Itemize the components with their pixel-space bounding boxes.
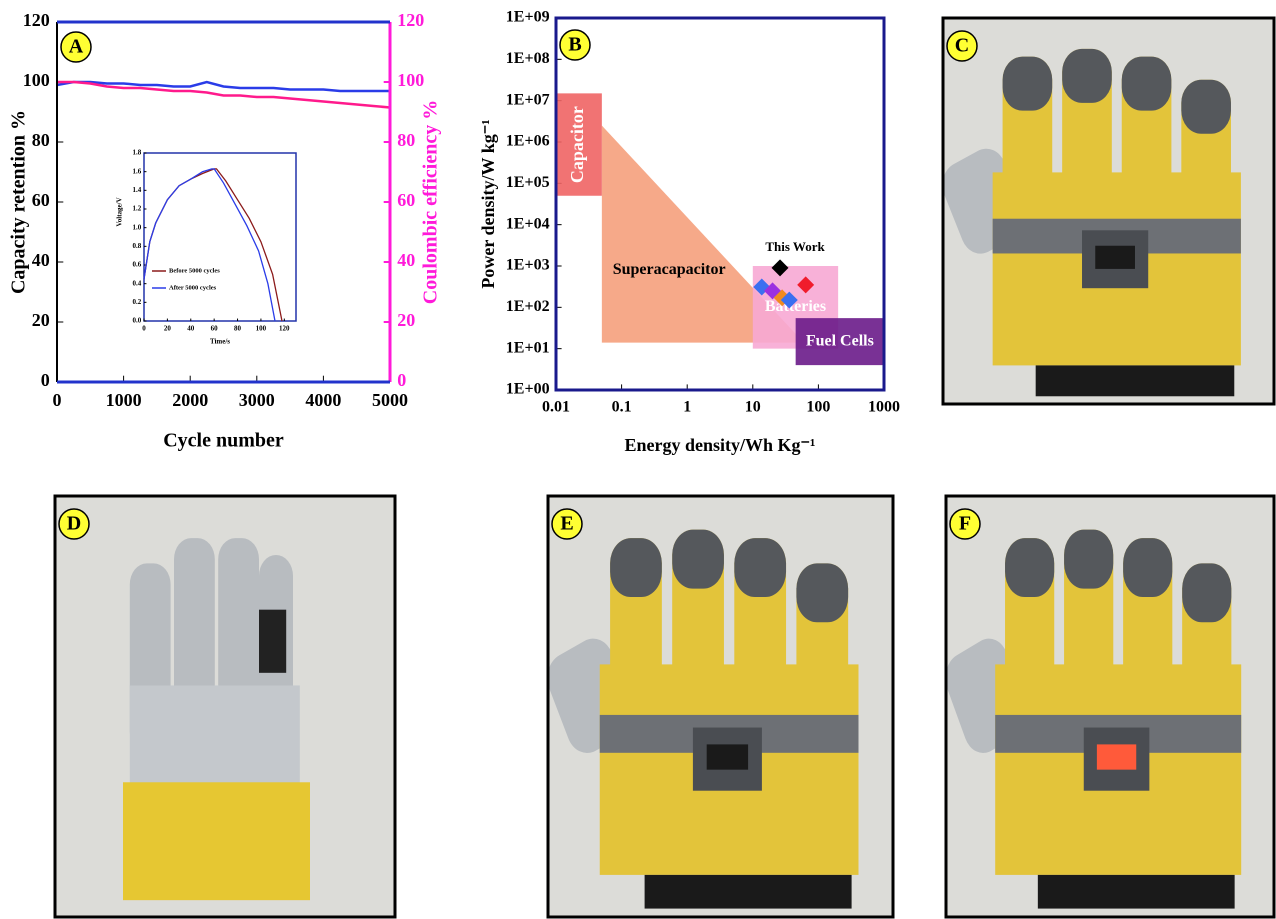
fingertip	[796, 563, 848, 622]
x-tick-label: 10	[745, 398, 761, 415]
y-tick-label: 0.8	[132, 242, 141, 250]
y-tick-label: 40	[32, 250, 50, 270]
y-tick-label: 1.0	[132, 223, 141, 231]
annotation: This Work	[765, 239, 825, 254]
y2-tick-label: 20	[397, 310, 415, 330]
x-tick-label: 20	[164, 324, 172, 332]
y-tick-label: 1.2	[132, 205, 141, 213]
y2-tick-label: 0	[397, 370, 406, 390]
y-tick-label: 0	[41, 370, 50, 390]
y-tick-label: 1E+09	[506, 9, 550, 26]
y-axis-label: Power density/W kg⁻¹	[478, 119, 498, 288]
cuff	[123, 782, 310, 900]
y-tick-label: 1E+08	[506, 50, 550, 67]
x-tick-label: 1000	[868, 398, 900, 415]
cuff	[645, 875, 852, 909]
x-tick-label: 4000	[305, 390, 341, 410]
photo	[936, 18, 1274, 404]
x-axis-label: Energy density/Wh Kg⁻¹	[625, 435, 816, 455]
fingertip	[1062, 49, 1112, 103]
fingertip	[1182, 563, 1231, 622]
photo	[55, 496, 395, 917]
x-tick-label: 3000	[239, 390, 275, 410]
y-axis-label: Capacity retention %	[8, 110, 30, 294]
fingertip	[1064, 530, 1113, 589]
y2-tick-label: 40	[397, 250, 415, 270]
photo	[939, 496, 1274, 917]
cuff	[1036, 365, 1235, 396]
legend-label: After 5000 cycles	[169, 284, 217, 291]
y-axis-label: Voltage/V	[116, 197, 124, 226]
y-tick-label: 0.6	[132, 261, 141, 269]
x-tick-label: 0.1	[612, 398, 632, 415]
y-tick-label: 0.4	[132, 279, 141, 287]
region-label: Fuel Cells	[806, 332, 874, 349]
x-axis-label: Time/s	[210, 338, 230, 346]
fingertip	[610, 538, 662, 597]
legend-label: Before 5000 cycles	[169, 267, 220, 274]
panel-label: D	[67, 513, 81, 535]
fingertip	[1123, 538, 1172, 597]
fingertip	[1005, 538, 1054, 597]
y-tick-label: 1.6	[132, 167, 141, 175]
figure: 0100020003000400050000204060801001200204…	[0, 0, 1276, 919]
y-tick-label: 60	[32, 190, 50, 210]
y2-tick-label: 100	[397, 70, 424, 90]
y2-axis-label: Coulombic efficiency %	[420, 100, 442, 304]
display	[1097, 744, 1136, 769]
x-axis-label: Cycle number	[163, 430, 284, 452]
y-tick-label: 20	[32, 310, 50, 330]
x-tick-label: 5000	[372, 390, 408, 410]
y-tick-label: 1.8	[132, 149, 141, 157]
fingertip	[734, 538, 786, 597]
y-tick-label: 1.4	[132, 186, 141, 194]
photo	[541, 496, 893, 917]
y-tick-label: 1E+03	[506, 257, 550, 274]
x-tick-label: 100	[256, 324, 267, 332]
y-tick-label: 1E+06	[506, 133, 550, 150]
y2-tick-label: 120	[397, 10, 424, 30]
y-tick-label: 1E+02	[506, 298, 550, 315]
x-tick-label: 0	[53, 390, 62, 410]
y-tick-label: 1E+01	[506, 339, 550, 356]
x-tick-label: 100	[806, 398, 830, 415]
x-tick-label: 1	[683, 398, 691, 415]
region-label: Superacapacitor	[613, 261, 726, 278]
y-tick-label: 120	[23, 10, 50, 30]
x-tick-label: 1000	[106, 390, 142, 410]
fingertip	[1122, 57, 1172, 111]
panel-label: A	[69, 36, 84, 58]
x-tick-label: 2000	[172, 390, 208, 410]
panel-label: B	[568, 34, 581, 56]
panel-label: C	[955, 35, 969, 57]
palm	[130, 685, 300, 790]
x-tick-label: 60	[211, 324, 219, 332]
fingertip	[1003, 57, 1053, 111]
x-tick-label: 0	[142, 324, 146, 332]
fingertip	[1181, 80, 1231, 134]
y-tick-label: 1E+07	[506, 91, 550, 108]
x-tick-label: 120	[279, 324, 290, 332]
x-tick-label: 40	[187, 324, 195, 332]
cuff	[1038, 875, 1235, 909]
region-label: Capacitor	[567, 106, 587, 183]
y-tick-label: 1E+00	[506, 381, 550, 398]
y2-tick-label: 60	[397, 190, 415, 210]
y2-tick-label: 80	[397, 130, 415, 150]
y-tick-label: 1E+05	[506, 174, 550, 191]
panel-label: E	[560, 513, 573, 535]
y-tick-label: 0.2	[132, 298, 141, 306]
x-tick-label: 80	[234, 324, 242, 332]
x-tick-label: 0.01	[542, 398, 570, 415]
display	[707, 744, 748, 769]
panel-label: F	[959, 513, 971, 535]
display	[1095, 246, 1135, 269]
y-tick-label: 1E+04	[506, 215, 550, 232]
y-tick-label: 100	[23, 70, 50, 90]
device	[259, 610, 286, 673]
y-tick-label: 0.0	[132, 317, 141, 325]
y-tick-label: 80	[32, 130, 50, 150]
fingertip	[672, 530, 724, 589]
